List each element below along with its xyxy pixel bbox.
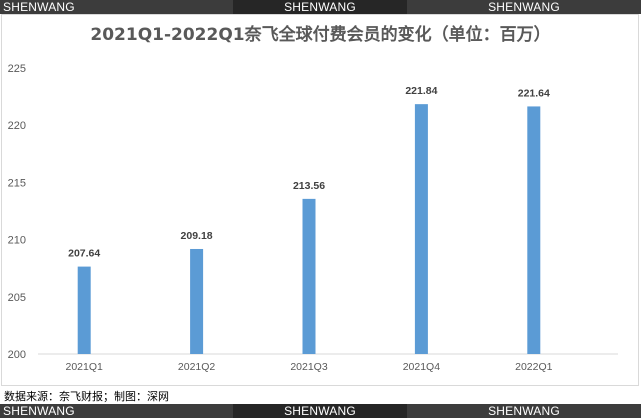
bar-2021Q2: [190, 248, 204, 354]
data-label: 221.64: [518, 87, 550, 99]
watermark-text: SHENWANG: [233, 404, 407, 418]
data-label: 209.18: [181, 230, 213, 242]
bar-2022Q1: [527, 106, 541, 354]
chart-title: 2021Q1-2022Q1奈飞全球付费会员的变化（单位：百万）: [90, 25, 551, 45]
y-tick-label: 200: [8, 349, 26, 361]
watermark-text: SHENWANG: [0, 404, 233, 418]
y-tick-label: 225: [8, 63, 26, 75]
x-tick-label: 2021Q4: [403, 361, 441, 373]
data-label: 207.64: [68, 248, 100, 260]
y-tick-label: 220: [8, 120, 26, 132]
x-tick-label: 2021Q1: [66, 361, 104, 373]
bar-2021Q1: [77, 266, 91, 354]
watermark-text: SHENWANG: [233, 0, 407, 14]
y-tick-label: 215: [8, 177, 26, 189]
x-tick-label: 2021Q3: [290, 361, 328, 373]
watermark-bar-top: SHENWANG SHENWANG SHENWANG: [0, 0, 641, 14]
x-tick-label: 2021Q2: [178, 361, 216, 373]
watermark-bar-bottom: SHENWANG SHENWANG SHENWANG: [0, 404, 641, 418]
source-note: 数据来源：奈飞财报；制图：深网: [4, 390, 169, 403]
y-tick-label: 210: [8, 235, 26, 247]
watermark-text: SHENWANG: [407, 404, 641, 418]
bar-2021Q4: [414, 104, 428, 355]
watermark-text: SHENWANG: [407, 0, 641, 14]
x-tick-label: 2022Q1: [515, 361, 553, 373]
data-label: 213.56: [293, 180, 325, 192]
y-tick-label: 205: [8, 292, 26, 304]
watermark-text: SHENWANG: [0, 0, 233, 14]
data-label: 221.84: [405, 85, 437, 97]
bar-2021Q3: [302, 198, 316, 354]
